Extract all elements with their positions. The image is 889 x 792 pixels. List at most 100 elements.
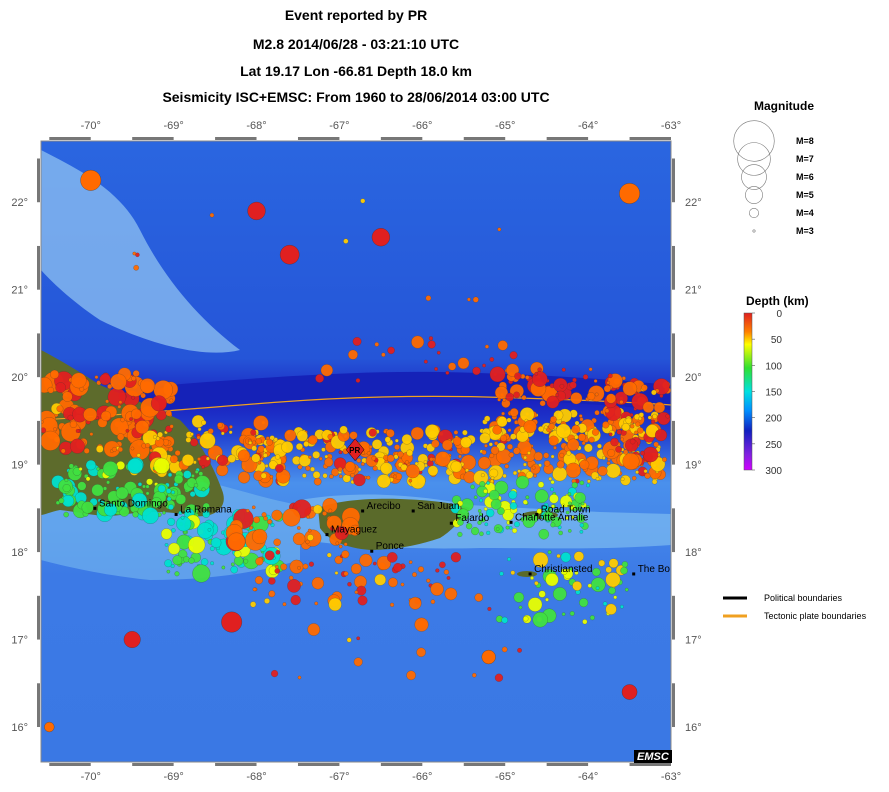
earthquake-marker xyxy=(202,510,210,518)
earthquake-marker xyxy=(478,456,491,470)
earthquake-marker xyxy=(606,381,610,385)
depth-tick-label: 250 xyxy=(765,440,782,451)
frame-tick xyxy=(297,137,340,140)
earthquake-marker xyxy=(253,415,269,431)
earthquake-marker xyxy=(608,586,616,595)
earthquake-marker xyxy=(360,198,366,204)
earthquake-marker xyxy=(252,440,257,445)
lon-tick-label-top: -68° xyxy=(246,120,266,132)
earthquake-marker xyxy=(251,505,256,510)
lat-tick-label-left: 21° xyxy=(11,285,28,297)
city-label: Charlotte Amalie xyxy=(515,512,589,523)
earthquake-marker xyxy=(175,494,186,505)
earthquake-marker xyxy=(245,509,250,513)
earthquake-marker xyxy=(230,566,238,574)
earthquake-marker xyxy=(423,359,428,364)
earthquake-marker xyxy=(97,498,102,503)
earthquake-marker xyxy=(392,474,397,479)
earthquake-marker xyxy=(334,526,349,540)
earthquake-marker xyxy=(366,451,371,456)
boundary-legend: Political boundaries Tectonic plate bound… xyxy=(723,593,867,621)
depth-colorbar xyxy=(743,312,753,471)
earthquake-marker xyxy=(497,227,502,232)
earthquake-marker xyxy=(431,439,440,448)
earthquake-marker xyxy=(297,675,302,680)
earthquake-marker xyxy=(275,464,284,473)
earthquake-marker xyxy=(458,454,462,459)
earthquake-marker xyxy=(162,510,166,515)
earthquake-marker xyxy=(569,611,575,616)
frame-tick xyxy=(463,763,506,766)
earthquake-marker xyxy=(635,470,639,474)
earthquake-marker xyxy=(319,456,323,461)
earthquake-marker xyxy=(608,432,613,437)
earthquake-marker xyxy=(538,590,546,598)
earthquake-marker xyxy=(550,487,554,492)
earthquake-marker xyxy=(347,582,352,587)
city-label: Fajardo xyxy=(455,513,489,524)
earthquake-marker xyxy=(606,393,616,404)
city-label: San Juan xyxy=(417,501,459,512)
earthquake-marker xyxy=(509,502,518,510)
earthquake-marker xyxy=(56,405,64,413)
frame-tick xyxy=(37,595,40,640)
earthquake-marker xyxy=(556,423,571,439)
earthquake-marker xyxy=(308,561,314,567)
earthquake-marker xyxy=(307,623,320,636)
earthquake-marker xyxy=(624,587,629,592)
earthquake-marker xyxy=(556,460,565,469)
earthquake-marker xyxy=(572,581,582,591)
earthquake-marker xyxy=(356,458,362,463)
earthquake-marker xyxy=(654,429,668,442)
earthquake-marker xyxy=(191,474,195,478)
earthquake-marker xyxy=(91,484,104,497)
lon-tick-label-bottom: -68° xyxy=(246,771,266,783)
earthquake-marker xyxy=(489,468,499,478)
depth-legend-title: Depth (km) xyxy=(746,294,809,308)
earthquake-marker xyxy=(180,515,185,520)
earthquake-marker xyxy=(75,428,80,433)
earthquake-marker xyxy=(298,454,311,467)
earthquake-marker xyxy=(100,410,111,421)
earthquake-marker xyxy=(194,470,199,474)
earthquake-marker xyxy=(119,506,130,517)
earthquake-marker xyxy=(324,454,329,459)
title-line-3: Lat 19.17 Lon -66.81 Depth 18.0 km xyxy=(240,63,472,79)
earthquake-marker xyxy=(621,561,629,568)
earthquake-marker xyxy=(497,397,501,402)
earthquake-marker xyxy=(532,612,548,628)
earthquake-marker xyxy=(199,432,216,449)
earthquake-marker xyxy=(623,449,629,455)
earthquake-marker xyxy=(343,542,348,547)
earthquake-marker xyxy=(130,446,135,451)
earthquake-marker xyxy=(103,486,107,491)
earthquake-marker xyxy=(457,357,470,370)
earthquake-marker xyxy=(523,462,527,467)
earthquake-marker xyxy=(615,446,622,453)
earthquake-marker xyxy=(207,528,212,532)
earthquake-marker xyxy=(629,438,636,445)
earthquake-marker xyxy=(547,550,552,555)
earthquake-marker xyxy=(371,456,376,461)
earthquake-marker xyxy=(582,374,589,380)
earthquake-marker xyxy=(327,433,334,440)
earthquake-marker xyxy=(555,390,566,402)
earthquake-marker xyxy=(571,424,581,434)
earthquake-marker xyxy=(201,420,207,426)
lon-tick-label-bottom: -64° xyxy=(578,771,598,783)
earthquake-marker xyxy=(282,602,287,607)
earthquake-marker xyxy=(542,511,554,522)
earthquake-marker xyxy=(638,416,642,421)
earthquake-marker xyxy=(555,393,559,397)
lat-tick-label-left: 22° xyxy=(11,197,28,209)
earthquake-marker xyxy=(338,474,343,479)
earthquake-marker xyxy=(243,558,249,564)
frame-tick xyxy=(629,137,671,140)
earthquake-marker xyxy=(312,451,320,459)
earthquake-marker xyxy=(506,417,512,423)
frame-tick xyxy=(37,245,40,290)
earthquake-marker xyxy=(530,576,534,580)
city-marker xyxy=(361,509,365,513)
earthquake-marker xyxy=(123,631,141,648)
city-label: Santo Domingo xyxy=(99,498,168,509)
